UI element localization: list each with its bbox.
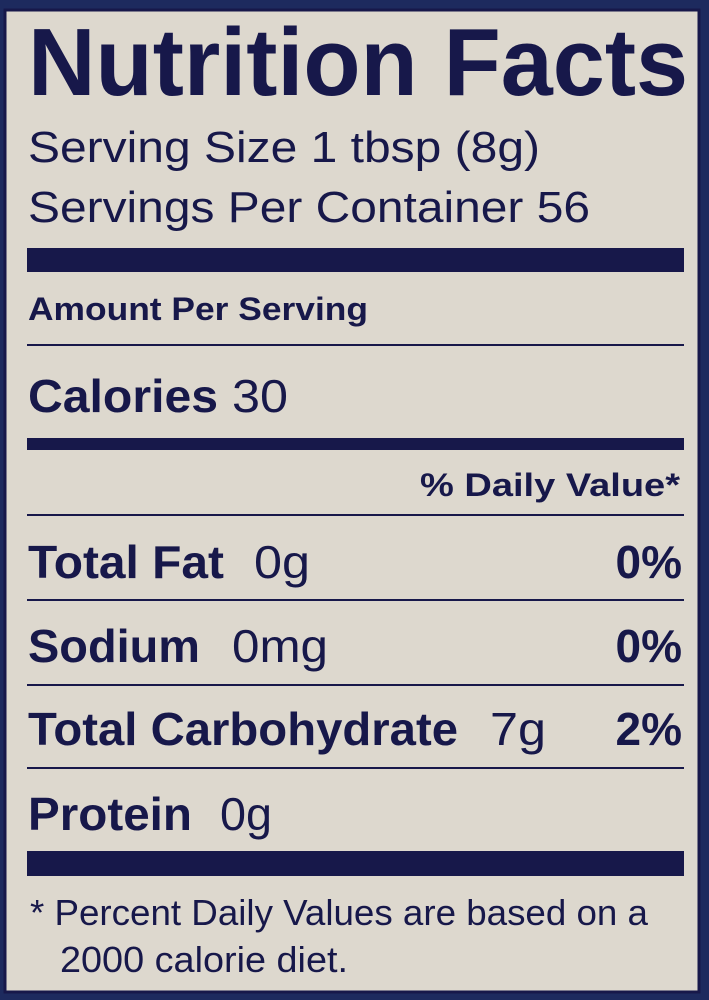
nutrient-row-sodium: Sodium 0mg 0% bbox=[28, 620, 682, 672]
medium-divider bbox=[27, 438, 684, 450]
nutrient-dv: 2% bbox=[616, 703, 682, 755]
nutrient-row-protein: Protein 0g bbox=[28, 788, 272, 840]
nutrient-name: Total Carbohydrate bbox=[28, 703, 458, 755]
footnote-line-1: * Percent Daily Values are based on a bbox=[30, 892, 649, 933]
nutrient-row-total-carbohydrate: Total Carbohydrate 7g 2% bbox=[28, 703, 682, 755]
thick-divider bbox=[27, 851, 684, 876]
divider bbox=[27, 514, 684, 516]
nutrient-name: Protein bbox=[28, 788, 192, 840]
nutrient-dv: 0% bbox=[616, 620, 682, 672]
daily-value-header: % Daily Value* bbox=[420, 467, 681, 503]
nutrient-amount: 0mg bbox=[232, 620, 328, 672]
servings-per-container: Servings Per Container 56 bbox=[28, 183, 590, 232]
calories-value: 30 bbox=[232, 370, 288, 422]
calories-label: Calories bbox=[28, 370, 218, 422]
divider bbox=[27, 767, 684, 769]
serving-size: Serving Size 1 tbsp (8g) bbox=[28, 123, 540, 172]
nutrient-amount: 7g bbox=[490, 703, 546, 755]
nutrient-dv: 0% bbox=[616, 536, 682, 588]
nutrient-name: Total Fat bbox=[28, 536, 224, 588]
divider bbox=[27, 684, 684, 686]
amount-per-serving: Amount Per Serving bbox=[28, 291, 368, 327]
nutrient-amount: 0g bbox=[220, 788, 272, 840]
title: Nutrition Facts bbox=[28, 9, 688, 116]
thick-divider bbox=[27, 248, 684, 272]
label-panel bbox=[3, 8, 701, 994]
nutrient-row-total-fat: Total Fat 0g 0% bbox=[28, 536, 682, 588]
footnote-line-2: 2000 calorie diet. bbox=[60, 939, 348, 980]
nutrient-name: Sodium bbox=[28, 620, 200, 672]
divider bbox=[27, 344, 684, 346]
nutrient-amount: 0g bbox=[254, 536, 310, 588]
divider bbox=[27, 599, 684, 601]
